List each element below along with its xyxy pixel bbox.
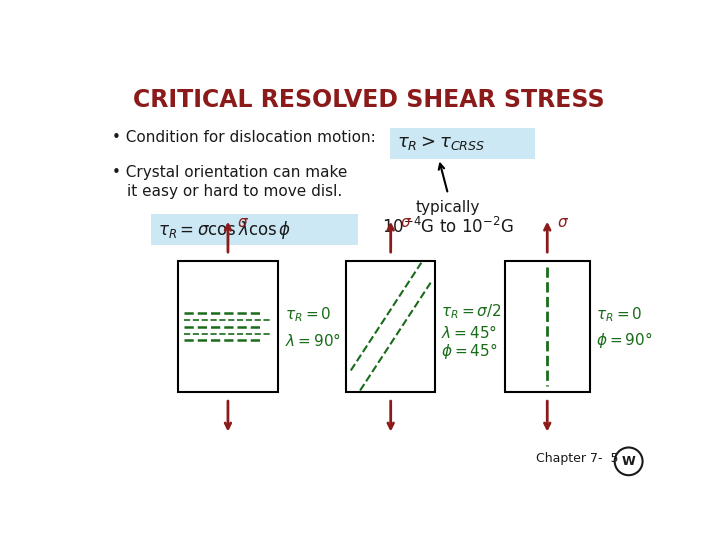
Text: $\lambda=90°$: $\lambda=90°$: [284, 332, 341, 349]
Text: $\tau_R > \tau_{CRSS}$: $\tau_R > \tau_{CRSS}$: [397, 134, 485, 152]
Text: it easy or hard to move disl.: it easy or hard to move disl.: [127, 184, 343, 199]
Text: $\tau_R = 0$: $\tau_R = 0$: [596, 306, 642, 325]
Text: $\lambda=45°$: $\lambda=45°$: [441, 324, 498, 341]
Text: • Crystal orientation can make: • Crystal orientation can make: [112, 165, 347, 180]
Text: CRITICAL RESOLVED SHEAR STRESS: CRITICAL RESOLVED SHEAR STRESS: [133, 88, 605, 112]
Text: • Condition for dislocation motion:: • Condition for dislocation motion:: [112, 130, 375, 145]
FancyBboxPatch shape: [151, 214, 358, 245]
Text: $\phi=90°$: $\phi=90°$: [596, 330, 652, 350]
Text: $\tau_R= \sigma\cos\lambda\cos\phi$: $\tau_R= \sigma\cos\lambda\cos\phi$: [158, 219, 292, 241]
Text: $10^{-4}$G to $10^{-2}$G: $10^{-4}$G to $10^{-2}$G: [382, 217, 514, 238]
Bar: [178, 261, 279, 392]
Bar: [505, 261, 590, 392]
Text: typically: typically: [416, 200, 480, 214]
Text: Chapter 7-  5: Chapter 7- 5: [536, 452, 618, 465]
Text: $\sigma$: $\sigma$: [400, 215, 412, 230]
Text: $\tau_R = 0$: $\tau_R = 0$: [284, 306, 331, 325]
Text: $\sigma$: $\sigma$: [238, 215, 249, 230]
Bar: [346, 261, 436, 392]
Text: W: W: [622, 455, 636, 468]
Text: $\phi=45°$: $\phi=45°$: [441, 341, 498, 361]
FancyBboxPatch shape: [390, 128, 535, 159]
Text: $\tau_R = \sigma/2$: $\tau_R = \sigma/2$: [441, 302, 502, 321]
Text: $\sigma$: $\sigma$: [557, 215, 569, 230]
